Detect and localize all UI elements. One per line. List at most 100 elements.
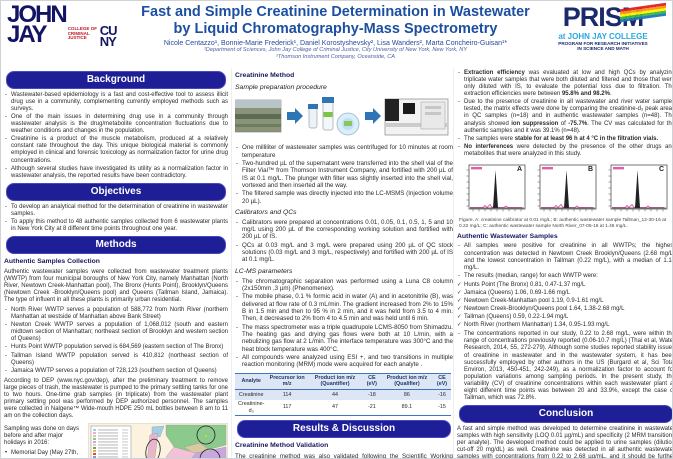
mrm-table-header-cell: CE (eV) (363, 372, 381, 391)
arrow-icon (287, 108, 303, 125)
john-jay-logo: JOHN JAY COLLEGE OF CRIMINAL JUSTICE CU … (7, 1, 135, 50)
background-bullet: Although several studies have investigat… (5, 166, 228, 180)
objectives-bullet: To apply this method to 48 authentic sam… (5, 219, 228, 233)
mrm-table-row: Creatinine 114 44 -18 86 -16 (235, 389, 451, 400)
validation-bullet: The samples were stable for at least 96 … (458, 136, 672, 143)
affiliation-2: ²Thomson Instrument Company, Oceanside, … (276, 54, 395, 61)
prism-tagline-1: PROGRAM FOR RESEARCH INITIATIVES (558, 40, 648, 46)
wwtp-result-item: Jamaica (Queens) 1.06, 0.69-1.66 mg/L (457, 290, 672, 297)
wwtp-bullet: Tallman Island WWTP population served is… (5, 353, 228, 367)
wwtp-bullet-list: North River WWTP serves a population of … (4, 307, 228, 375)
methods-subtitle: Authentic Samples Collection (4, 257, 100, 265)
authentic-bullet-2-intro: The results (median, range) for each WWT… (458, 273, 672, 280)
right-column: Extraction efficiency was evaluated at l… (453, 68, 673, 458)
sampling-bullet: Memorial Day (May 27th, May 31st) (5, 450, 85, 458)
sample-prep-graphic (234, 94, 453, 142)
background-bullet-list: Wastewater-based epidemiology is a fast … (4, 92, 228, 180)
chromatogram-panel: A (463, 162, 527, 216)
authentic-bullets-bottom: The concentrations reported in our study… (457, 331, 672, 402)
prep-bullet: Two-hundred µL of the supernatant were t… (236, 160, 453, 189)
lcms-bullet: All compounds were analyzed using ESI +,… (236, 354, 453, 369)
mrm-table-header-cell: Analyte (235, 372, 268, 391)
wwtp-result-item: Newtown Creek-Brooklyn/Queens pool 1.64,… (457, 306, 672, 313)
lcms-bullet: The chromatographic separation was perfo… (236, 278, 453, 293)
mrm-table-header-cell: Product ion m/z (Quantifier) (306, 372, 364, 391)
mrm-table-body: Creatinine 114 44 -18 86 -16 Creatinine- d₃… (235, 389, 451, 417)
poster-title: Fast and Simple Creatinine Determination… (141, 4, 530, 37)
validation-paragraph: The creatinine method was also validated… (235, 453, 453, 458)
panel-label: A (516, 165, 522, 173)
john-jay-word-john: JOHN (7, 1, 68, 28)
sample-prep-title: Sample preparation procedure (235, 84, 327, 92)
lcms-bullets: The chromatographic separation was perfo… (235, 278, 453, 369)
objectives-bullet-list: To develop an analytical method for the … (4, 204, 228, 233)
chromatogram-image (608, 164, 668, 212)
sampling-block: Sampling was done on days before and aft… (4, 422, 228, 458)
lcms-bullet: The mass spectrometer was a triple quadr… (236, 324, 453, 353)
left-column: Background Wastewater-based epidemiology… (4, 68, 228, 458)
chromatogram-image (537, 164, 597, 212)
prep-bullet: The filtered sample was directly injecte… (236, 190, 453, 205)
validation-bullet: No interferences were detected by the pr… (458, 144, 672, 158)
mrm-table-header-cell: Precursor ion m/z (267, 372, 307, 391)
panel-label: C (658, 165, 664, 173)
chromatogram-panel: C (605, 162, 669, 216)
authentic-samples-title: Authentic Wastewater Samples (457, 233, 558, 241)
validation-bullet: Due to the presence of creatinine in all… (458, 99, 672, 134)
authors-line: Nicole Centazzo¹, Bonnie-Marie Frederick… (163, 40, 508, 48)
middle-column: Creatinine Method Sample preparation pro… (231, 68, 453, 458)
validation-subtitle: Creatinine Method Validation (235, 442, 329, 450)
background-bullet: Wastewater-based epidemiology is a fast … (5, 92, 228, 113)
prism-subtitle: at JOHN JAY COLLEGE (558, 31, 648, 41)
validation-bullet: Extraction efficiency was evaluated at l… (458, 70, 672, 98)
authentic-bullet-1: All samples were positive for creatinine… (458, 243, 672, 271)
calibrator-bullet: Calibrators were prepared at concentrati… (236, 219, 453, 241)
section-header-conclusion: Conclusion (459, 405, 672, 423)
section-header-results: Results & Discussion (237, 420, 451, 439)
title-block: Fast and Simple Creatinine Determination… (139, 4, 532, 61)
sampling-intro: Sampling was done on days before and aft… (4, 426, 80, 447)
prism-wordmark: PRISM (538, 2, 668, 31)
mrm-table-header-row: Analyte Precursor ion m/z Product ion m/z … (235, 372, 451, 391)
panel-label: B (587, 165, 593, 173)
authentic-bullets-top: All samples were positive for creatinine… (457, 243, 672, 280)
chromatogram-panel: B (534, 162, 598, 216)
calibrator-bullet: QCs at 0.03 mg/L and 3 mg/L were prepare… (236, 242, 453, 264)
wwtp-bullet: Hunts Point WWTP population served is 68… (5, 344, 228, 351)
wwtp-bullet: Jamaica WWTP serves a population of 728,… (5, 368, 228, 375)
figure-caption: Figure. A: creatinine calibrator at 0.01… (459, 217, 667, 229)
wwtp-results-list: Hunts Point (The Bronx) 0.81, 0.47-1.37 … (457, 282, 672, 329)
nyc-map-image (87, 422, 228, 458)
section-header-background: Background (6, 71, 226, 89)
wwtp-result-item: Hunts Point (The Bronx) 0.81, 0.47-1.37 … (457, 282, 672, 289)
nyc-wwtp-map-figure (87, 422, 228, 458)
methods-paragraph-2: According to DEP (www.nyc.gov/dep), afte… (4, 377, 228, 420)
authentic-bullet-3: The concentrations reported in our study… (458, 331, 672, 402)
background-bullet: One of the main issues in determining dr… (5, 114, 228, 135)
poster-header: JOHN JAY COLLEGE OF CRIMINAL JUSTICE CU … (1, 1, 672, 67)
mrm-table-header-cell: Product ion m/z (Qualifier) (380, 372, 434, 391)
lcms-title: LC-MS parameters (235, 267, 293, 275)
mrm-table-row: Creatinine- d₃ 117 47 -21 89.1 -15 (235, 399, 451, 417)
section-header-objectives: Objectives (6, 182, 226, 201)
conclusion-text: A fast and simple method was developed t… (457, 425, 673, 458)
calibrators-bullets: Calibrators were prepared at concentrati… (235, 219, 453, 264)
mrm-table: Analyte Precursor ion m/z Product ion m/z … (235, 372, 451, 417)
prism-logo: PRISM at JOHN JAY COLLEGE PROGRAM FOR RE… (538, 2, 668, 52)
section-header-methods: Methods (6, 235, 226, 254)
wwtp-bullet: North River WWTP serves a population of … (5, 307, 228, 321)
prep-bullet: One milliliter of wastewater samples was… (236, 144, 453, 159)
wwtp-result-item: North River (northern Manhattan) 1.34, 0… (457, 322, 672, 329)
calibrators-title: Calibrators and QCs (235, 208, 297, 216)
cuny-wordmark: CU NY (99, 23, 118, 50)
sampling-text: Sampling was done on days before and aft… (4, 423, 85, 458)
mrm-table-header-cell: CE (eV) (433, 372, 451, 391)
creatinine-method-title: Creatinine Method (235, 72, 295, 79)
sample-prep-bullets: One milliliter of wastewater samples was… (235, 144, 453, 205)
lcms-bullet: The mobile phase, 0.1 % formic acid in w… (236, 293, 453, 322)
john-jay-word-jay: JAY (7, 20, 47, 48)
wwtp-result-item: Tallman (Queens) 0.59, 0.22-1.94 mg/L (457, 314, 672, 321)
validation-bullets-right: Extraction efficiency was evaluated at l… (457, 70, 672, 158)
objectives-bullet: To develop an analytical method for the … (5, 204, 228, 218)
